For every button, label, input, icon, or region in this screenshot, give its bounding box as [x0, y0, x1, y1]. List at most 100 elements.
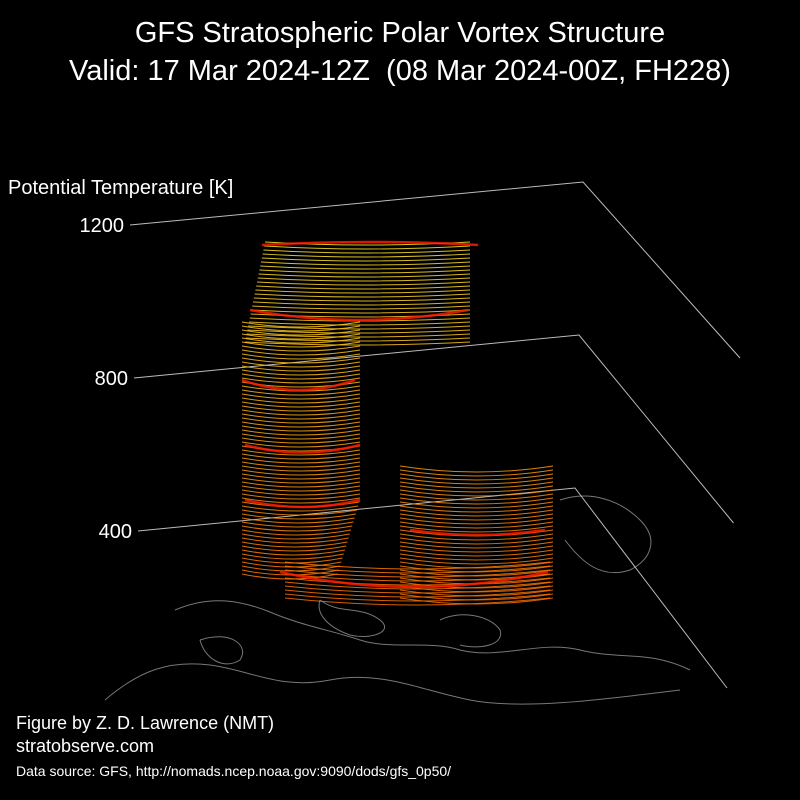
contour [241, 537, 349, 544]
contour [241, 437, 361, 444]
contour [399, 505, 554, 513]
contour [241, 378, 356, 392]
contour [399, 541, 554, 549]
contour [241, 477, 361, 484]
contour [399, 477, 554, 485]
title-line-1: GFS Stratospheric Polar Vortex Structure [135, 17, 665, 49]
coastline [199, 636, 243, 665]
contour [241, 481, 361, 488]
contour [284, 565, 551, 574]
contour [399, 501, 554, 509]
contour [241, 377, 361, 384]
contour [241, 521, 354, 528]
contour [241, 421, 361, 428]
axis-planes [129, 181, 741, 689]
contour [284, 593, 551, 602]
contour [244, 341, 471, 346]
contour [246, 333, 471, 338]
contour [241, 529, 352, 536]
contour [241, 405, 361, 412]
contour [399, 525, 554, 533]
contour [241, 353, 361, 360]
coastline [174, 600, 691, 671]
contour [399, 517, 554, 525]
contour [241, 329, 361, 336]
contour [284, 561, 551, 570]
contour [241, 497, 361, 504]
contour [399, 469, 554, 477]
contour [245, 337, 471, 342]
contour [241, 457, 361, 464]
contour [399, 465, 554, 473]
z-tick-label: 800 [95, 368, 128, 390]
contour [247, 329, 471, 334]
contour [262, 253, 471, 258]
coastline [318, 599, 386, 638]
contour [252, 301, 471, 306]
contour [241, 449, 361, 456]
contour [241, 321, 361, 328]
contour [241, 341, 361, 348]
contour [241, 473, 361, 480]
contour [241, 349, 361, 356]
contour [399, 481, 554, 489]
contour [252, 305, 471, 310]
contour [241, 549, 346, 556]
contour [399, 489, 554, 497]
contour [241, 401, 361, 408]
contour [399, 485, 554, 493]
credit-website: stratobserve.com [16, 736, 154, 756]
contour [284, 577, 551, 586]
contour [399, 497, 554, 505]
z-axis-label: Potential Temperature [K] [8, 177, 233, 199]
contour [248, 321, 471, 326]
contour [241, 441, 361, 448]
title-line-2: Valid: 17 Mar 2024-12Z (08 Mar 2024-00Z,… [69, 55, 731, 87]
contour [399, 473, 554, 481]
contour [241, 541, 348, 548]
contour [241, 413, 361, 420]
contour [249, 308, 469, 322]
grid-line [133, 334, 734, 524]
contour [241, 553, 344, 560]
contour [241, 425, 361, 432]
contour [399, 549, 554, 557]
contour [399, 553, 554, 561]
contour [241, 397, 361, 404]
contour [241, 325, 361, 332]
contour [399, 509, 554, 517]
contour [284, 589, 551, 598]
credit-author: Figure by Z. D. Lawrence (NMT) [16, 713, 274, 733]
coastlines [104, 495, 691, 705]
coastline [104, 663, 681, 705]
contour [259, 269, 471, 274]
contour [279, 570, 549, 589]
contour [241, 513, 356, 520]
contour [255, 289, 471, 294]
grid-line [129, 181, 741, 359]
contour [241, 429, 361, 436]
contour [241, 465, 361, 472]
contour [241, 453, 361, 460]
contour [241, 393, 361, 400]
contour [241, 345, 361, 352]
contour [241, 409, 361, 416]
contour [241, 337, 361, 344]
contour [399, 521, 554, 529]
contour [284, 569, 551, 578]
contour [241, 469, 361, 476]
contour [399, 557, 554, 565]
contour [241, 525, 353, 532]
contour [241, 373, 361, 380]
contour [241, 389, 361, 396]
contour [258, 273, 471, 278]
contour [260, 265, 471, 270]
credit-source: Data source: GFS, http://nomads.ncep.noa… [16, 763, 451, 779]
contour [244, 498, 361, 509]
contour [241, 461, 361, 468]
contour [260, 261, 471, 266]
vortex [241, 240, 554, 606]
coastline [439, 614, 502, 648]
